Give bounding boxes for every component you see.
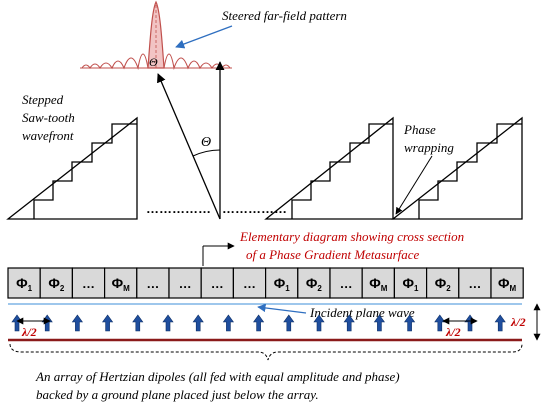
phase-wrapping-line2: wrapping	[404, 140, 454, 155]
stepped-label-line3: wavefront	[22, 128, 74, 143]
lambda-label-left: λ/2	[21, 325, 37, 339]
dipole-arrow-icon	[12, 315, 22, 331]
metasurface-cells: Φ1 Φ2… ΦM………… Φ1 Φ2… ΦM Φ1 Φ2… ΦM	[8, 268, 523, 298]
caption-line2: backed by a ground plane placed just bel…	[36, 387, 319, 402]
array-brace	[10, 344, 522, 360]
caption-line1: An array of Hertzian dipoles (all fed wi…	[35, 369, 400, 384]
cell-phase-label: …	[468, 276, 481, 291]
cell-phase-label: …	[243, 276, 256, 291]
dipole-arrow-icon	[284, 315, 294, 331]
dipole-arrow-icon	[163, 315, 173, 331]
elementary-label-line1: Elementary diagram showing cross section	[239, 229, 464, 244]
cell-phase-label: …	[179, 276, 192, 291]
phase-wrapping-line1: Phase	[403, 122, 436, 137]
theta-angle-label: Θ	[201, 135, 211, 150]
far-field-pattern: Θ	[80, 2, 232, 69]
wavefront-dots-2: ……………	[222, 201, 287, 216]
dipole-arrow-icon	[193, 315, 203, 331]
dipole-arrow-icon	[103, 315, 113, 331]
lambda-label-vertical: λ/2	[510, 315, 526, 329]
stepped-label-line2: Saw-tooth	[22, 110, 75, 125]
dipole-arrow-icon	[42, 315, 52, 331]
dipole-arrow-icon	[254, 315, 264, 331]
theta-pattern-label: Θ	[149, 55, 158, 69]
incident-wave-label: Incident plane wave	[309, 305, 415, 320]
elementary-label-line2: of a Phase Gradient Metasurface	[246, 247, 420, 262]
lambda-label-right: λ/2	[445, 325, 461, 339]
cell-phase-label: …	[82, 276, 95, 291]
incident-wave-pointer	[258, 307, 306, 313]
dipole-arrow-icon	[435, 315, 445, 331]
dipole-arrow-icon	[495, 315, 505, 331]
dipole-arrow-icon	[465, 315, 475, 331]
dipole-arrow-icon	[72, 315, 82, 331]
theta-arc	[193, 150, 220, 156]
phase-wrapping-pointer	[396, 156, 432, 214]
dipole-arrow-icon	[223, 315, 233, 331]
stepped-label-line1: Stepped	[22, 92, 64, 107]
cell-phase-label: …	[146, 276, 159, 291]
dipole-array	[12, 315, 505, 331]
far-field-label: Steered far-field pattern	[222, 8, 347, 23]
cell-phase-label: …	[211, 276, 224, 291]
cell-phase-label: …	[340, 276, 353, 291]
wavefront-dots: ……………	[146, 201, 211, 216]
far-field-pointer	[176, 26, 232, 47]
dipole-arrow-icon	[133, 315, 143, 331]
